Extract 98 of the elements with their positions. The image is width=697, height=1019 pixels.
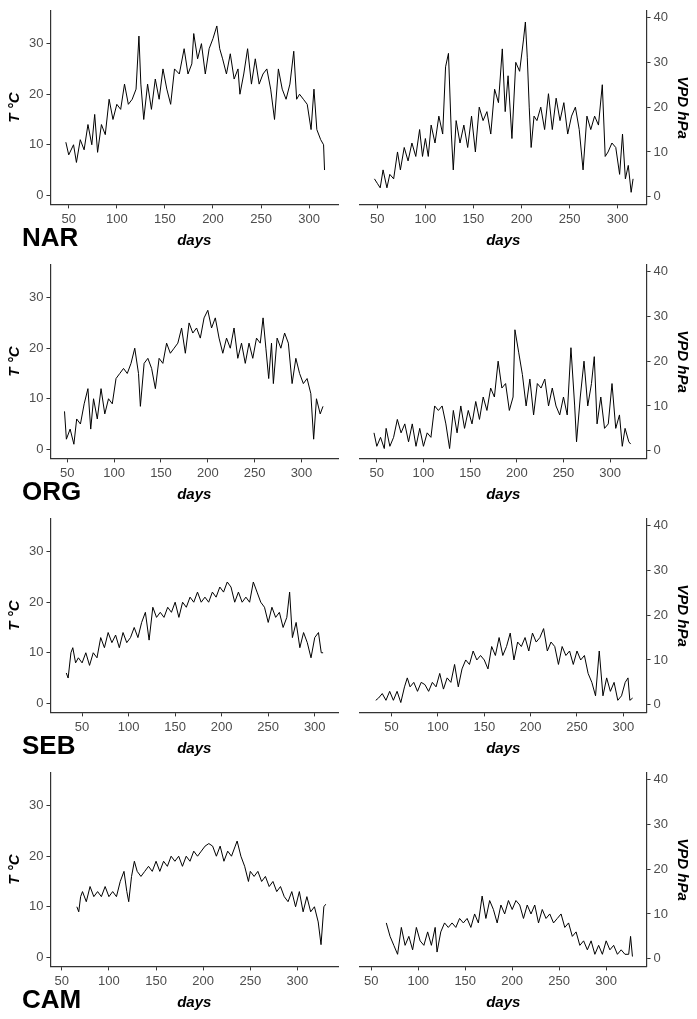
x-tick-label: 150: [473, 718, 496, 734]
x-tick-label: 300: [298, 210, 320, 226]
x-tick-label: 200: [196, 464, 219, 480]
y2-tick-label: 0: [653, 442, 661, 458]
y2-tick-label: 0: [653, 950, 661, 966]
y2-tick-label: 0: [653, 696, 661, 712]
x-axis-title: days: [486, 485, 521, 503]
x-tick-label: 250: [257, 718, 280, 734]
x-tick-label: 300: [595, 972, 617, 988]
x-axis-title: days: [177, 485, 212, 503]
x-tick-label: 300: [290, 464, 313, 480]
y-tick-label: 10: [28, 644, 44, 660]
y2-axis-title: VPD hPa: [674, 584, 692, 647]
y-tick-label: 30: [28, 797, 44, 813]
x-tick-label: 250: [250, 210, 272, 226]
x-axis-title: days: [177, 231, 212, 249]
y2-tick-label: 10: [653, 905, 669, 921]
y-tick-label: 10: [28, 390, 44, 406]
y-tick-label: 30: [28, 543, 44, 559]
x-tick-label: 150: [462, 210, 485, 226]
y-tick-label: 20: [28, 593, 44, 609]
y-axis-title: T °C: [5, 599, 23, 631]
x-tick-label: 100: [427, 718, 449, 734]
y-tick-label: 20: [28, 847, 44, 863]
x-tick-label: 200: [192, 972, 215, 988]
y2-axis-title: VPD hPa: [674, 330, 692, 393]
x-tick-label: 50: [384, 718, 399, 734]
y-tick-label: 0: [36, 186, 44, 202]
x-tick-label: 100: [103, 464, 125, 480]
y-tick-label: 10: [28, 898, 44, 914]
x-tick-label: 250: [548, 972, 571, 988]
y-axis-title: T °C: [5, 853, 23, 885]
x-tick-label: 50: [370, 210, 385, 226]
x-tick-label: 100: [105, 210, 128, 226]
x-tick-label: 300: [606, 210, 629, 226]
y2-tick-label: 40: [653, 771, 669, 787]
y2-tick-label: 30: [653, 561, 669, 577]
y-tick-label: 0: [36, 440, 44, 456]
y-tick-label: 20: [28, 85, 44, 101]
x-tick-label: 100: [407, 972, 430, 988]
y2-tick-label: 30: [653, 815, 669, 831]
x-tick-label: 150: [145, 972, 167, 988]
x-tick-label: 250: [239, 972, 262, 988]
y2-tick-label: 20: [653, 352, 669, 368]
x-tick-label: 300: [612, 718, 635, 734]
y-axis-title: T °C: [5, 345, 23, 377]
y2-tick-label: 10: [653, 651, 669, 667]
x-tick-label: 100: [98, 972, 120, 988]
y-tick-label: 30: [28, 35, 44, 51]
y-tick-label: 30: [28, 289, 44, 305]
y2-tick-label: 30: [653, 53, 669, 69]
x-tick-label: 50: [74, 718, 90, 734]
y2-tick-label: 20: [653, 98, 669, 114]
x-tick-label: 100: [414, 210, 437, 226]
x-tick-label: 300: [303, 718, 326, 734]
y2-tick-label: 30: [653, 307, 669, 323]
x-tick-label: 300: [286, 972, 309, 988]
y2-axis-title: VPD hPa: [674, 76, 692, 139]
x-tick-label: 50: [369, 464, 385, 480]
x-axis-title: days: [486, 739, 521, 757]
y2-axis-title: VPD hPa: [674, 838, 692, 901]
x-tick-label: 250: [566, 718, 588, 734]
x-tick-label: 200: [202, 210, 224, 226]
x-tick-label: 250: [552, 464, 575, 480]
x-tick-label: 150: [154, 210, 176, 226]
y-axis-title: T °C: [5, 91, 23, 123]
y2-tick-label: 20: [653, 860, 669, 876]
x-tick-label: 100: [412, 464, 435, 480]
x-tick-label: 300: [599, 464, 621, 480]
x-axis-title: days: [177, 739, 212, 757]
y2-tick-label: 40: [653, 517, 669, 533]
y2-tick-label: 0: [653, 188, 661, 204]
y2-tick-label: 40: [653, 9, 669, 25]
y2-tick-label: 10: [653, 397, 669, 413]
y2-tick-label: 20: [653, 606, 669, 622]
x-tick-label: 100: [117, 718, 140, 734]
y-tick-label: 0: [36, 948, 44, 964]
x-tick-label: 250: [243, 464, 266, 480]
x-tick-label: 150: [150, 464, 172, 480]
y2-tick-label: 40: [653, 263, 669, 279]
y-tick-label: 20: [28, 339, 44, 355]
x-tick-label: 200: [210, 718, 233, 734]
x-tick-label: 200: [505, 464, 528, 480]
x-axis-title: days: [177, 993, 212, 1011]
x-tick-label: 150: [164, 718, 187, 734]
x-tick-label: 200: [501, 972, 524, 988]
y-tick-label: 10: [28, 136, 44, 152]
x-axis-title: days: [486, 993, 521, 1011]
x-tick-label: 200: [519, 718, 542, 734]
x-axis-title: days: [486, 231, 521, 249]
text: SEB: [22, 730, 76, 761]
x-tick-label: 150: [454, 972, 477, 988]
x-tick-label: 150: [459, 464, 481, 480]
x-tick-label: 200: [510, 210, 533, 226]
x-tick-label: 250: [558, 210, 581, 226]
x-tick-label: 50: [364, 972, 379, 988]
y2-tick-label: 10: [653, 143, 669, 159]
y-tick-label: 0: [36, 694, 44, 710]
